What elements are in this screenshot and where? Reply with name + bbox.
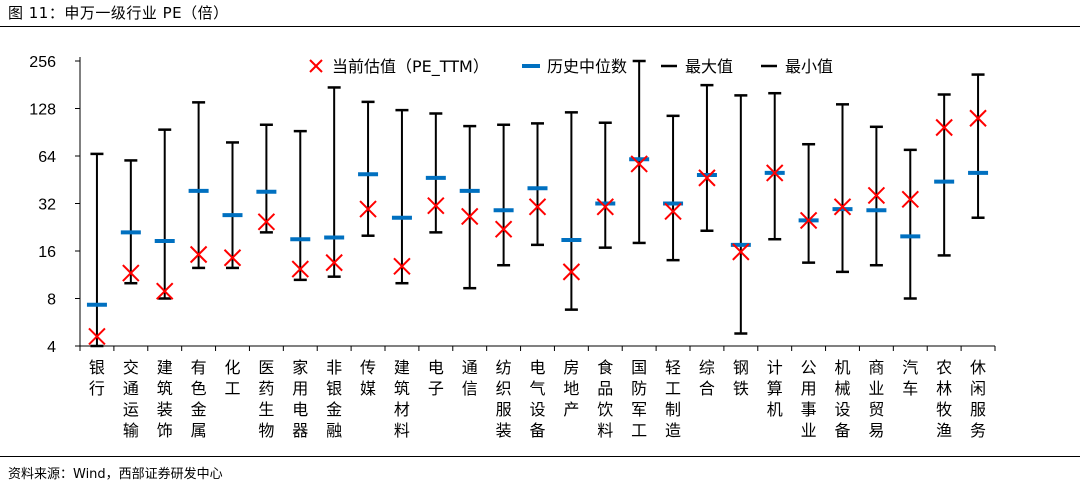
y-tick-label: 8 <box>47 292 56 309</box>
y-tick-label: 4 <box>47 339 56 356</box>
category-label: 通信 <box>462 358 478 398</box>
current-marker <box>698 169 716 187</box>
current-marker <box>799 211 818 230</box>
current-marker <box>596 198 614 216</box>
current-marker <box>901 190 919 209</box>
bottom-rule <box>0 456 1080 457</box>
current-marker <box>732 243 750 261</box>
current-marker <box>122 264 140 282</box>
category-label: 国防军工 <box>631 358 647 440</box>
category-label: 食品饮料 <box>597 358 613 440</box>
source-note: 资料来源：Wind，西部证券研发中心 <box>8 467 223 482</box>
legend-item-max: 最大值 <box>661 57 733 76</box>
category-labels: 银行 交通运输 建筑装饰 有色金属 化工 医药生物 家用电器 非银金融 传媒 建筑材料 电子通信纺织… <box>89 358 986 440</box>
legend-item-current: 当前估值（PE_TTM） <box>309 57 489 77</box>
current-marker <box>156 282 174 300</box>
category-label: 商业贸易 <box>868 358 884 440</box>
current-marker <box>88 327 106 346</box>
category-label: 医药生物 <box>258 358 274 440</box>
current-marker <box>291 260 309 278</box>
category-label: 房地产 <box>563 358 579 419</box>
legend-item-median: 历史中位数 <box>522 57 627 76</box>
range-whiskers <box>90 59 985 348</box>
current-marker <box>664 202 682 221</box>
y-tick-label: 16 <box>38 244 56 261</box>
category-label: 休闲服务 <box>970 358 986 440</box>
category-label: 有色金属 <box>191 358 207 440</box>
current-marker <box>359 200 377 218</box>
current-marker <box>562 263 581 281</box>
legend-label-current: 当前估值（PE_TTM） <box>332 57 489 77</box>
current-marker <box>427 196 445 215</box>
current-marker <box>393 257 411 275</box>
category-label: 纺织服装 <box>496 358 512 440</box>
current-marker <box>833 198 852 216</box>
current-marker <box>766 164 784 182</box>
current-markers <box>88 109 987 346</box>
category-label: 化工 <box>224 358 240 398</box>
current-marker <box>325 253 343 272</box>
current-marker <box>189 245 208 264</box>
current-marker <box>969 109 987 127</box>
legend-label-max: 最大值 <box>685 57 733 76</box>
category-label: 家用电器 <box>292 358 308 440</box>
category-label: 建筑装饰 <box>157 358 173 440</box>
category-label: 汽车 <box>902 358 918 398</box>
top-rule <box>0 26 1080 27</box>
current-marker <box>528 198 547 216</box>
category-label: 传媒 <box>360 358 376 398</box>
chart-legend: 当前估值（PE_TTM） 历史中位数 最大值 最小值 <box>309 57 833 77</box>
current-marker <box>257 213 276 231</box>
y-tick-label: 64 <box>38 149 56 166</box>
current-marker <box>223 249 242 267</box>
category-label: 机械设备 <box>834 358 850 440</box>
current-marker <box>935 118 953 137</box>
category-label: 交通运输 <box>123 358 139 440</box>
category-label: 电子 <box>428 358 444 398</box>
category-label: 银行 <box>89 358 105 398</box>
category-label: 公用事业 <box>801 358 817 440</box>
legend-label-min: 最小值 <box>785 57 833 76</box>
category-label: 电气设备 <box>529 358 545 440</box>
category-label: 建筑材料 <box>394 358 410 440</box>
category-label: 非银金融 <box>326 358 342 440</box>
current-marker <box>461 207 479 226</box>
chart-axes: 4 8 16 32 64 128 256 <box>29 54 996 356</box>
legend-item-min: 最小值 <box>761 57 833 76</box>
category-label: 计算机 <box>767 358 783 419</box>
y-tick-label: 128 <box>29 102 56 119</box>
category-label: 钢铁 <box>733 358 749 398</box>
y-tick-label: 32 <box>38 197 56 214</box>
category-label: 农林牧渔 <box>936 358 952 440</box>
legend-label-median: 历史中位数 <box>547 57 627 76</box>
category-label: 综合 <box>699 358 715 398</box>
figure-title: 图 11：申万一级行业 PE（倍） <box>8 4 229 22</box>
current-marker <box>494 220 513 238</box>
category-label: 轻工制造 <box>665 358 681 440</box>
current-marker <box>630 155 648 173</box>
y-tick-label: 256 <box>29 54 56 71</box>
current-marker <box>867 186 886 205</box>
